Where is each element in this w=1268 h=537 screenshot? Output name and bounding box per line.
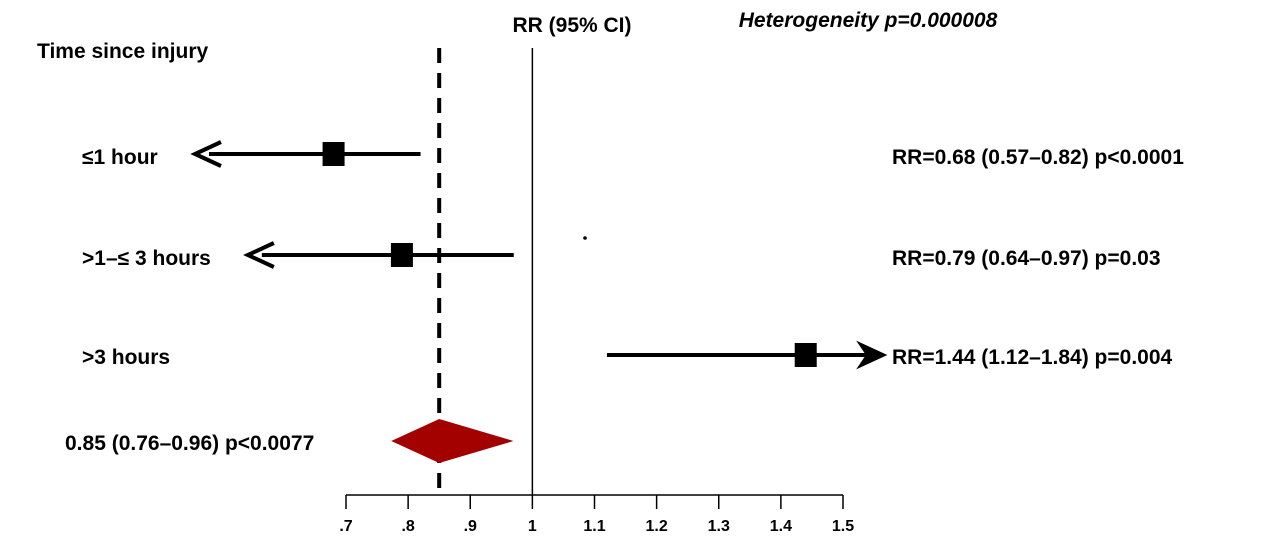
chart-title: RR (95% CI) (512, 14, 631, 37)
x-tick-label-9: 1.5 (832, 518, 854, 535)
ci-arrow-left-2 (243, 241, 275, 269)
row-result-2: RR=0.79 (0.64–0.97) p=0.03 (892, 247, 1161, 270)
ci-arrow-right-3 (856, 340, 888, 370)
row-label-1: ≤1 hour (82, 146, 158, 169)
row-label-3: >3 hours (82, 346, 170, 369)
group-label: Time since injury (37, 40, 208, 63)
row-result-1: RR=0.68 (0.57–0.82) p<0.0001 (892, 146, 1184, 169)
x-tick-label-5: 1.1 (583, 518, 605, 535)
point-estimate-1 (322, 142, 345, 166)
ci-arrow-left-1 (190, 140, 222, 168)
x-tick-label-3: .9 (464, 518, 477, 535)
stray-dot (583, 236, 587, 240)
x-tick-label-1: .7 (339, 518, 352, 535)
point-estimate-3 (794, 343, 817, 367)
pooled-label: 0.85 (0.76–0.96) p<0.0077 (65, 432, 314, 455)
point-estimate-2 (390, 243, 413, 267)
pooled-diamond (391, 419, 514, 463)
x-tick-label-4: 1 (528, 518, 537, 535)
row-result-3: RR=1.44 (1.12–1.84) p=0.004 (892, 346, 1173, 369)
row-label-2: >1–≤ 3 hours (82, 247, 211, 270)
x-tick-label-2: .8 (401, 518, 414, 535)
heterogeneity-label: Heterogeneity p=0.000008 (739, 9, 998, 32)
x-tick-label-6: 1.2 (646, 518, 668, 535)
x-tick-label-8: 1.4 (770, 518, 792, 535)
x-tick-label-7: 1.3 (708, 518, 730, 535)
